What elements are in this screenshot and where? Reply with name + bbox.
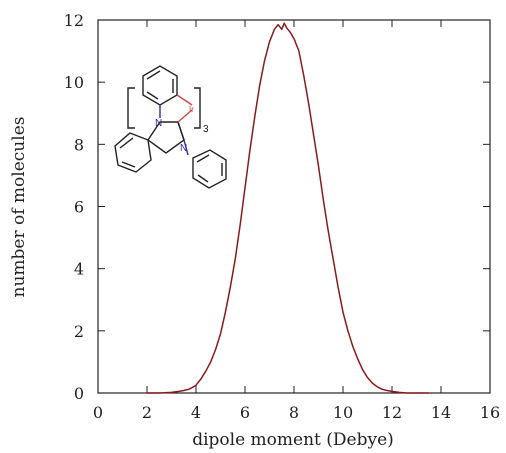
y-tick-label: 12 xyxy=(64,11,84,30)
y-tick-label: 4 xyxy=(74,260,84,279)
series-line xyxy=(147,22,429,394)
right-bracket xyxy=(194,87,201,129)
y-tick-label: 6 xyxy=(74,198,84,217)
y-tick-label: 8 xyxy=(74,135,84,154)
y-axis-label: number of molecules xyxy=(9,117,29,298)
y-tick-label: 0 xyxy=(74,384,84,403)
tick-labels: 0 2 4 6 8 10 12 14 16 0 2 4 6 8 10 12 xyxy=(64,11,501,422)
top-phenyl-ring xyxy=(142,65,178,106)
x-axis-label: dipole moment (Debye) xyxy=(192,430,394,450)
left-bracket xyxy=(127,87,135,129)
x-tick-label: 12 xyxy=(382,403,402,422)
x-tick-label: 2 xyxy=(142,403,152,422)
y-tick-label: 10 xyxy=(64,73,84,92)
bracket-subscript: 3 xyxy=(203,124,209,135)
x-tick-label: 10 xyxy=(333,403,353,422)
x-tick-label: 6 xyxy=(240,403,250,422)
series-group xyxy=(147,22,429,394)
imidazole-ring xyxy=(147,121,185,154)
x-tick-label: 16 xyxy=(480,403,500,422)
x-tick-label: 4 xyxy=(191,403,201,422)
plot-frame xyxy=(97,19,491,394)
atom-n-top: N xyxy=(155,118,162,129)
atom-n-bottom: N xyxy=(180,143,187,154)
x-tick-label: 14 xyxy=(431,403,451,422)
benzo-ring xyxy=(114,132,152,173)
x-tick-label: 8 xyxy=(289,403,299,422)
atom-ir: Ir xyxy=(189,105,194,114)
molecule-structure-inset xyxy=(114,65,227,189)
axis-ticks xyxy=(97,19,491,394)
plot-border xyxy=(97,19,491,394)
x-tick-label: 0 xyxy=(93,403,103,422)
bottom-phenyl-ring xyxy=(192,149,227,189)
y-tick-label: 2 xyxy=(74,322,84,341)
